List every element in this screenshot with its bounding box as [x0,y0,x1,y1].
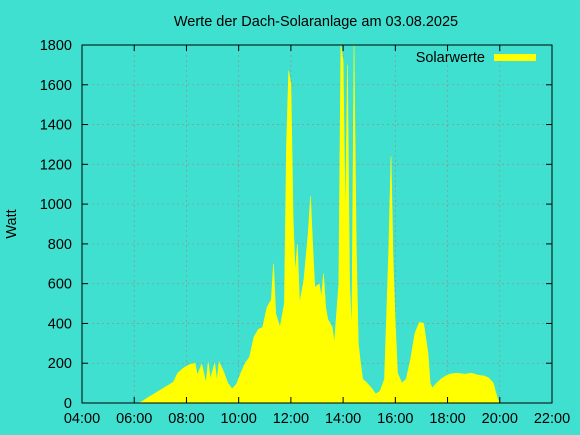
x-tick-label: 10:00 [221,411,257,427]
y-tick-label: 1200 [40,157,72,173]
y-tick-label: 400 [48,316,72,332]
y-tick-label: 200 [48,356,72,372]
x-tick-label: 04:00 [64,411,100,427]
legend: Solarwerte [416,50,536,66]
plot-frame [81,44,553,404]
y-tick-label: 1800 [40,38,72,54]
x-tick-label: 18:00 [429,411,465,427]
x-tick-labels: 04:00 06:00 08:00 10:00 12:00 14:00 16:00 18:00… [64,411,570,427]
series-layer [138,44,501,404]
x-tick-label: 20:00 [482,411,518,427]
y-tick-label: 600 [48,277,72,293]
x-tick-label: 16:00 [377,411,413,427]
legend-swatch-solarwerte [494,54,536,61]
legend-label-solarwerte: Solarwerte [416,50,485,66]
x-tick-label: 22:00 [534,411,570,427]
x-tick-label: 08:00 [168,411,204,427]
y-tick-label: 1400 [40,118,72,134]
y-tick-label: 1600 [40,78,72,94]
y-tick-label: 1000 [40,197,72,213]
y-tick-label: 800 [48,237,72,253]
x-tick-label: 14:00 [325,411,361,427]
x-tick-label: 06:00 [116,411,152,427]
tick-marks [81,44,553,404]
y-axis-label: Watt [4,209,20,238]
y-tick-labels: 0 200 400 600 800 1000 1200 1400 1600 1800 [40,38,72,412]
series-area-solarwerte [138,44,501,404]
chart-title: Werte der Dach-Solaranlage am 03.08.2025 [174,14,458,30]
y-tick-label: 0 [64,396,72,412]
x-tick-label: 12:00 [273,411,309,427]
